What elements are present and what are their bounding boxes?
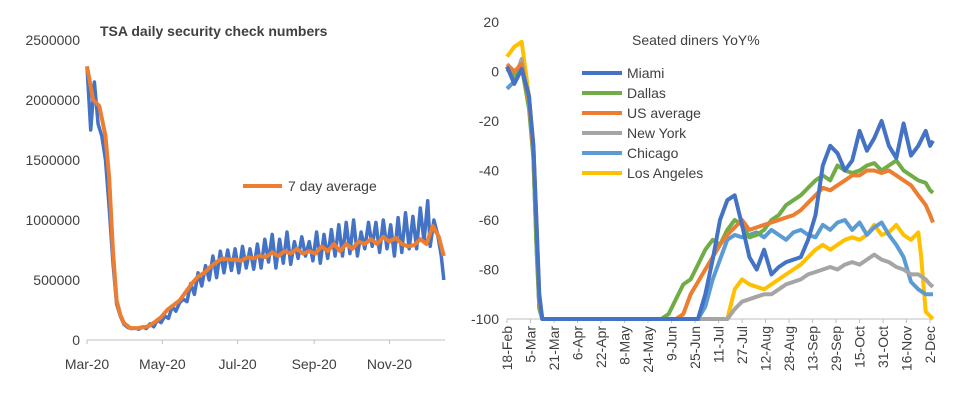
diners-chart: Seated diners YoY% -100 -80 -60 -40 -20 0 20 1…	[471, 14, 938, 373]
diners-series-line-new-york	[505, 57, 935, 321]
legend-label-7day: 7 day average	[288, 178, 377, 194]
tsa-y-tick-label: 1000000	[25, 212, 80, 228]
diners-x-tick-label: 31-Oct	[875, 326, 891, 368]
diners-y-tick-label: -20	[479, 113, 499, 129]
diners-x-tick-label: 2-Dec	[922, 326, 938, 363]
tsa-y-tick-label: 2500000	[25, 32, 80, 48]
tsa-y-tick-label: 500000	[33, 272, 80, 288]
diners-legend: Miami Dallas US average New York Chicago Los …	[582, 65, 703, 181]
diners-chart-title: Seated diners YoY%	[632, 32, 760, 48]
diners-y-tick-label: -40	[479, 163, 499, 179]
diners-x-tick-label: 24-May	[640, 326, 656, 373]
tsa-chart: TSA daily security check numbers 0 500000…	[25, 23, 446, 372]
diners-y-tick-label: -80	[479, 262, 499, 278]
diners-x-tick-label: 6-Apr	[570, 326, 586, 361]
diners-x-tick-label: 29-Sep	[828, 326, 844, 371]
tsa-x-tick-label: Sep-20	[292, 356, 337, 372]
diners-x-tick-label: 8-May	[617, 326, 633, 365]
diners-x-tick-label: 25-Jun	[687, 326, 703, 369]
diners-x-tick-label: 11-Jul	[711, 326, 727, 363]
legend-label-new-york: New York	[627, 125, 687, 141]
diners-x-tick-label: 5-Mar	[523, 326, 539, 363]
diners-x-tick-label: 16-Nov	[899, 326, 915, 371]
tsa-x-tick-label: Mar-20	[65, 356, 110, 372]
legend-label-chicago: Chicago	[627, 145, 679, 161]
diners-series-line-chicago	[505, 64, 933, 321]
diners-series-line-us-average	[505, 62, 935, 321]
diners-series-line-miami	[505, 65, 935, 321]
diners-x-tick-label: 21-Mar	[546, 326, 562, 371]
tsa-x-tick-label: Jul-20	[219, 356, 257, 372]
diners-x-tick-label: 27-Jul	[734, 326, 750, 364]
tsa-y-tick-label: 1500000	[25, 152, 80, 168]
tsa-legend: 7 day average	[243, 178, 377, 194]
diners-x-tick-label: 12-Aug	[758, 326, 774, 371]
diners-x-tick-label: 28-Aug	[781, 326, 797, 371]
diners-series-line-dallas	[505, 64, 935, 321]
diners-x-tick-label: 15-Oct	[852, 326, 868, 368]
diners-y-tick-label: 20	[483, 14, 499, 30]
legend-label-dallas: Dallas	[627, 85, 666, 101]
diners-x-tick-label: 9-Jun	[664, 326, 680, 361]
diners-y-tick-label: 0	[491, 64, 499, 80]
diners-x-tick-label: 18-Feb	[499, 326, 515, 371]
diners-y-tick-label: -100	[471, 311, 499, 327]
tsa-chart-title: TSA daily security check numbers	[100, 23, 328, 39]
tsa-y-tick-label: 0	[72, 332, 80, 348]
legend-label-miami: Miami	[627, 65, 664, 81]
diners-series-line-los-angeles	[505, 39, 935, 321]
legend-label-los-angeles: Los Angeles	[627, 165, 703, 181]
diners-x-tick-label: 13-Sep	[805, 326, 821, 371]
tsa-x-tick-label: Nov-20	[367, 356, 412, 372]
tsa-y-tick-label: 2000000	[25, 92, 80, 108]
tsa-daily-series-line	[85, 66, 446, 331]
legend-label-us-average: US average	[627, 105, 701, 121]
diners-y-tick-label: -60	[479, 212, 499, 228]
diners-x-tick-label: 22-Apr	[593, 326, 609, 368]
tsa-7day-average-line	[85, 66, 446, 331]
tsa-x-tick-label: May-20	[139, 356, 186, 372]
